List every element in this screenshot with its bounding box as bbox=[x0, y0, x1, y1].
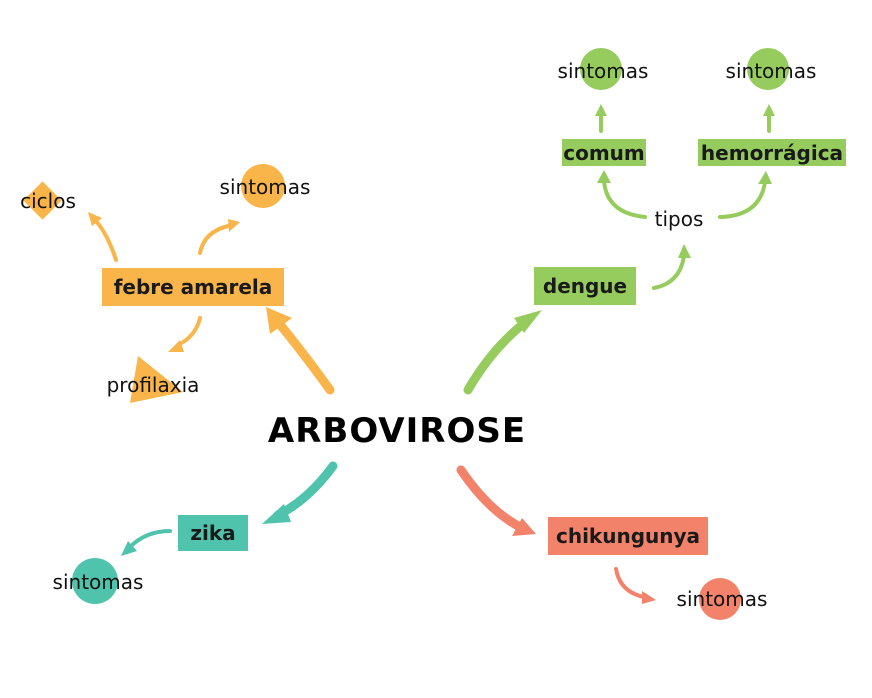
svg-text:sintomas: sintomas bbox=[558, 59, 649, 83]
node-zika-sintomas[interactable]: sintomas bbox=[53, 558, 144, 604]
arrow-hemorragica-to-sintomas bbox=[763, 104, 775, 133]
svg-text:sintomas: sintomas bbox=[677, 587, 768, 611]
node-zika[interactable]: zika bbox=[178, 515, 248, 551]
arrow-central-to-chikungunya bbox=[456, 465, 536, 536]
arrow-dengue-to-tipos bbox=[652, 244, 691, 290]
svg-text:sintomas: sintomas bbox=[726, 59, 817, 83]
arrow-tipos-to-comum bbox=[597, 170, 647, 219]
node-ciclos[interactable]: ciclos bbox=[20, 181, 76, 220]
svg-text:ciclos: ciclos bbox=[20, 189, 76, 213]
arrow-central-to-dengue bbox=[463, 310, 542, 395]
arrow-tipos-to-hemorragica bbox=[718, 171, 772, 219]
node-chikungunya[interactable]: chikungunya bbox=[548, 517, 708, 555]
arrow-comum-to-sintomas bbox=[595, 104, 607, 133]
node-dengue[interactable]: dengue bbox=[534, 267, 636, 305]
node-febre-amarela[interactable]: febre amarela bbox=[102, 268, 284, 306]
svg-text:chikungunya: chikungunya bbox=[556, 524, 700, 548]
node-comum-sintomas[interactable]: sintomas bbox=[558, 48, 649, 90]
node-comum[interactable]: comum bbox=[562, 139, 646, 166]
svg-text:febre amarela: febre amarela bbox=[114, 275, 273, 299]
svg-text:ARBOVIROSE: ARBOVIROSE bbox=[268, 411, 526, 451]
arrow-febre-to-sintomas bbox=[198, 219, 240, 255]
svg-text:profilaxia: profilaxia bbox=[107, 373, 200, 397]
arrow-zika-to-sintomas bbox=[121, 529, 172, 556]
node-chikungunya-sintomas[interactable]: sintomas bbox=[677, 578, 768, 620]
node-tipos[interactable]: tipos bbox=[655, 207, 704, 231]
arrow-central-to-zika bbox=[262, 461, 338, 524]
arrow-febre-to-profilaxia bbox=[168, 316, 202, 352]
svg-text:sintomas: sintomas bbox=[220, 175, 311, 199]
svg-text:comum: comum bbox=[563, 141, 645, 165]
arrow-febre-to-ciclos bbox=[88, 212, 118, 262]
svg-text:dengue: dengue bbox=[543, 274, 627, 298]
node-arbovirose[interactable]: ARBOVIROSE bbox=[268, 411, 526, 451]
node-profilaxia[interactable]: profilaxia bbox=[107, 356, 200, 403]
node-hemorragica[interactable]: hemorrágica bbox=[698, 139, 846, 166]
svg-text:sintomas: sintomas bbox=[53, 570, 144, 594]
arrow-central-to-febre-amarela bbox=[266, 307, 335, 395]
node-hemorragica-sintomas[interactable]: sintomas bbox=[726, 48, 817, 90]
svg-text:zika: zika bbox=[190, 521, 235, 545]
svg-text:hemorrágica: hemorrágica bbox=[701, 141, 843, 165]
svg-text:tipos: tipos bbox=[655, 207, 704, 231]
arrow-chikungunya-to-sintomas bbox=[614, 567, 656, 604]
node-febre-sintomas[interactable]: sintomas bbox=[220, 164, 311, 208]
